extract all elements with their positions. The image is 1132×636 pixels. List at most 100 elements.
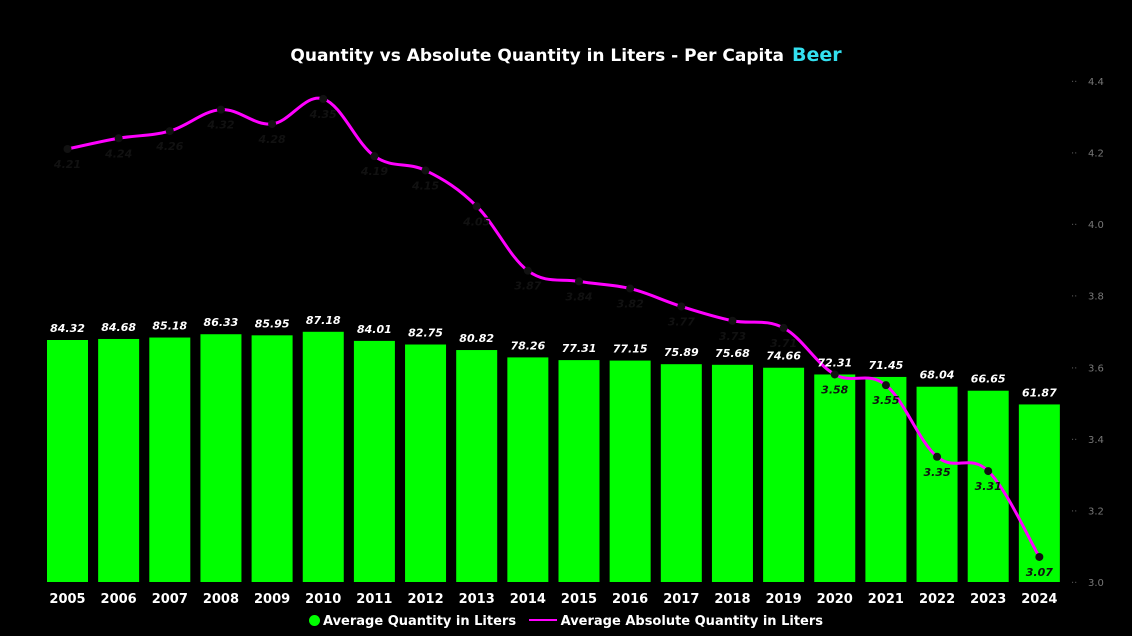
chart-title-text: Quantity vs Absolute Quantity in Liters …: [290, 46, 784, 66]
line-value-label: 4.19: [360, 165, 388, 178]
legend-item-bars[interactable]: Average Quantity in Liters: [308, 614, 516, 629]
y2-tick-mark: ··: [1071, 435, 1077, 446]
x-tick-label: 2011: [356, 592, 392, 607]
chart-title-highlight: Beer: [791, 44, 842, 66]
bar-2009[interactable]: [251, 335, 293, 582]
bar-2007[interactable]: [149, 337, 191, 582]
bar-2016[interactable]: [609, 360, 651, 582]
legend: Average Quantity in Liters Average Absol…: [0, 614, 1132, 629]
legend-label-line: Average Absolute Quantity in Liters: [560, 614, 824, 629]
bar-2014[interactable]: [507, 357, 549, 582]
bar-value-label: 82.75: [408, 327, 443, 340]
legend-item-line[interactable]: Average Absolute Quantity in Liters: [528, 614, 824, 629]
line-point-2021[interactable]: [881, 381, 890, 390]
line-value-label: 4.24: [104, 147, 132, 160]
line-point-2024[interactable]: [1035, 552, 1044, 561]
line-point-2014[interactable]: [523, 266, 532, 275]
line-value-label: 3.07: [1026, 566, 1053, 579]
chart-title: Quantity vs Absolute Quantity in Liters …: [0, 44, 1132, 66]
line-point-2008[interactable]: [216, 105, 225, 114]
line-point-2011[interactable]: [370, 152, 379, 161]
line-point-2018[interactable]: [728, 316, 737, 325]
line-point-2015[interactable]: [575, 277, 583, 286]
line-point-2022[interactable]: [933, 452, 942, 461]
bar-value-label: 75.68: [715, 347, 750, 360]
line-value-label: 3.87: [514, 280, 541, 293]
line-point-2010[interactable]: [319, 94, 328, 103]
bar-value-label: 74.66: [766, 350, 801, 363]
line-value-label: 3.73: [719, 330, 746, 343]
bar-value-label: 87.18: [306, 314, 341, 327]
line-value-label: 3.58: [821, 383, 848, 396]
bar-value-label: 78.26: [510, 339, 545, 352]
x-tick-label: 2022: [919, 592, 955, 607]
bar-value-label: 72.31: [817, 356, 852, 369]
line-value-label: 3.84: [565, 290, 592, 303]
bar-value-label: 80.82: [459, 332, 494, 345]
x-tick-label: 2010: [305, 592, 341, 607]
line-point-2016[interactable]: [626, 284, 635, 293]
x-tick-label: 2023: [970, 592, 1006, 607]
bar-2006[interactable]: [98, 338, 140, 582]
x-tick-label: 2015: [561, 592, 597, 607]
line-point-2023[interactable]: [984, 467, 993, 476]
bar-2019[interactable]: [763, 367, 805, 582]
axis-layer: 2005 2006 2007 2008 2009 2010 2011 2012 2013 2014…: [49, 77, 1104, 607]
bar-2021[interactable]: [865, 376, 907, 582]
line-point-2013[interactable]: [472, 202, 481, 211]
line-value-label: 4.35: [309, 108, 337, 121]
bar-2020[interactable]: [814, 374, 856, 582]
bar-value-label: 85.95: [255, 317, 290, 330]
line-point-2017[interactable]: [677, 302, 686, 311]
y2-tick-mark: ··: [1071, 292, 1077, 303]
bar-value-label: 71.45: [869, 359, 904, 372]
line-point-2019[interactable]: [779, 323, 788, 332]
line-value-label: 3.31: [975, 480, 1002, 493]
x-tick-label: 2005: [49, 592, 85, 607]
bar-2022[interactable]: [916, 386, 958, 582]
bar-2011[interactable]: [353, 340, 395, 582]
bar-value-label: 84.68: [101, 321, 136, 334]
x-tick-label: 2009: [254, 592, 290, 607]
line-value-label: 4.05: [462, 215, 490, 228]
y2-tick-mark: ··: [1071, 506, 1077, 517]
bar-2008[interactable]: [200, 334, 242, 582]
bar-2017[interactable]: [660, 364, 702, 582]
bar-2013[interactable]: [456, 350, 498, 582]
line-value-label: 3.82: [617, 298, 644, 311]
bar-value-label: 68.04: [920, 369, 955, 382]
y2-tick-mark: ··: [1071, 363, 1077, 374]
bar-2010[interactable]: [302, 331, 344, 582]
bar-value-label: 86.33: [204, 316, 239, 329]
y2-tick-label: 3.2: [1088, 506, 1104, 517]
bar-value-label: 85.18: [152, 320, 187, 333]
line-value-label: 3.35: [923, 466, 950, 479]
line-point-2006[interactable]: [114, 134, 123, 143]
bar-value-label: 77.15: [613, 343, 648, 356]
x-tick-label: 2024: [1021, 592, 1057, 607]
line-point-2007[interactable]: [165, 127, 174, 136]
line-point-2009[interactable]: [268, 119, 277, 128]
line-value-label: 3.77: [668, 315, 695, 328]
x-tick-label: 2006: [101, 592, 137, 607]
line-layer: [63, 94, 1044, 561]
bar-value-label: 75.89: [664, 346, 699, 359]
bar-value-label: 61.87: [1022, 386, 1057, 399]
bars-layer: [47, 331, 1060, 582]
y2-tick-mark: ··: [1071, 77, 1077, 88]
bar-2015[interactable]: [558, 360, 600, 582]
bar-2012[interactable]: [405, 344, 447, 582]
bar-2018[interactable]: [711, 364, 753, 582]
y2-tick-label: 3.6: [1088, 363, 1104, 374]
legend-line-icon: [528, 619, 557, 621]
line-point-2005[interactable]: [63, 144, 72, 153]
y2-tick-label: 4.2: [1088, 149, 1104, 160]
x-tick-label: 2014: [510, 592, 546, 607]
bar-2024[interactable]: [1018, 404, 1060, 582]
bar-2005[interactable]: [47, 340, 88, 582]
line-value-label: 3.55: [872, 394, 899, 407]
line-point-2012[interactable]: [421, 166, 430, 175]
bar-value-label: 84.32: [50, 322, 85, 335]
line-point-2020[interactable]: [830, 370, 839, 379]
